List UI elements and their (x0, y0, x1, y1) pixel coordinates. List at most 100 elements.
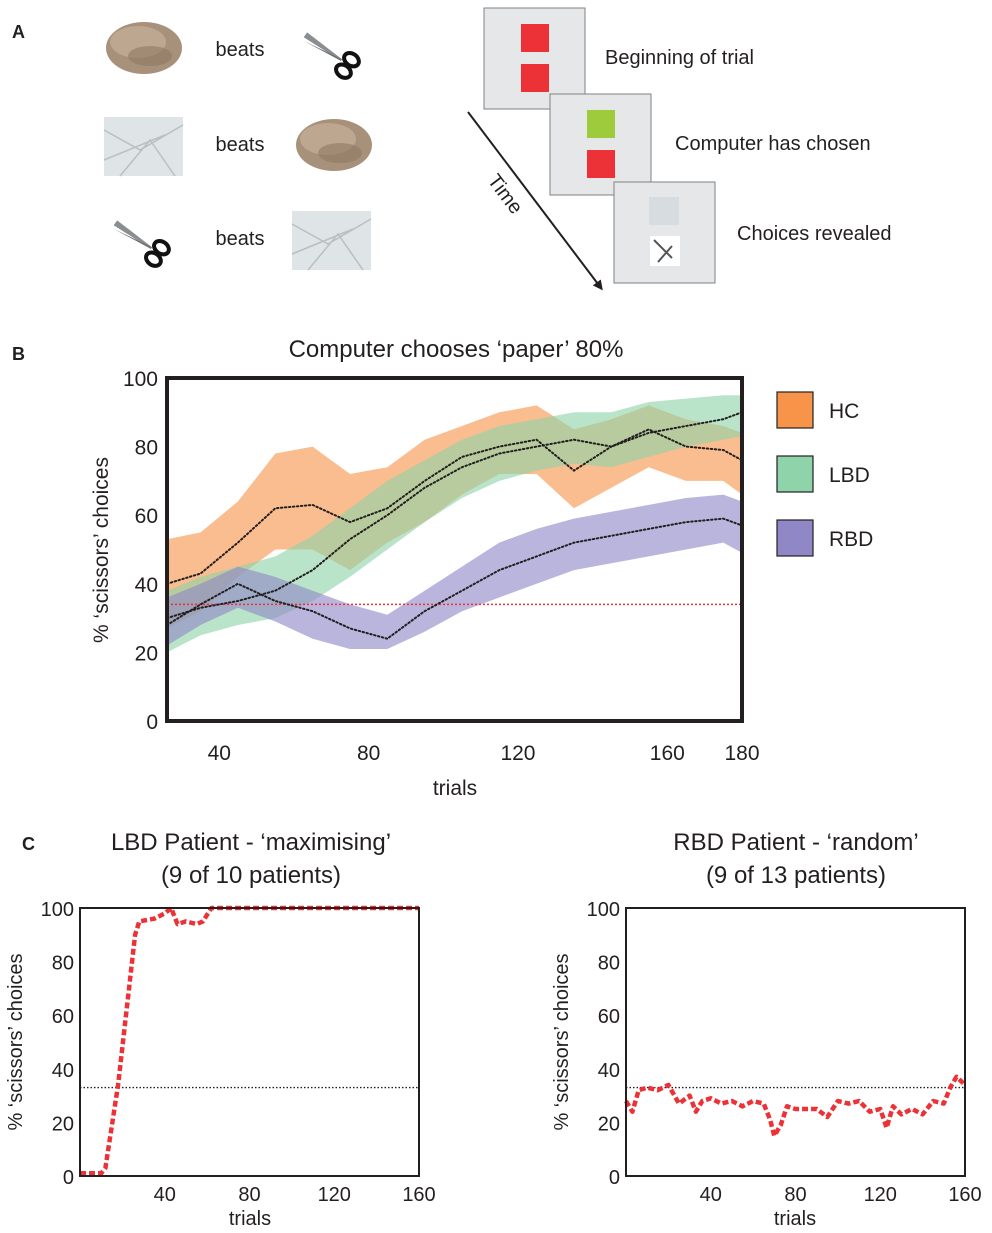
y-axis-label: % ‘scissors’ choices (5, 953, 27, 1130)
legend-swatch-hc (776, 391, 814, 429)
rock-image (296, 119, 372, 171)
y-tick-label: 100 (41, 899, 74, 921)
player-choice-hidden (521, 64, 549, 92)
y-tick-label: 20 (52, 1113, 74, 1135)
y-axis: 0 20 40 60 80 100 (41, 899, 74, 1189)
y-tick-label: 80 (135, 437, 158, 460)
chart-subtitle: (9 of 10 patients) (161, 862, 341, 889)
x-axis-label: trials (229, 1208, 271, 1230)
y-tick-label: 60 (598, 1006, 620, 1028)
paper-image (103, 117, 184, 177)
rule-row-3: beats (113, 211, 372, 271)
legend-swatch-rbd (776, 519, 814, 557)
time-label: Time (483, 170, 527, 218)
plot-frame (165, 376, 744, 723)
computer-choice-hidden (521, 24, 549, 52)
x-tick-label: 120 (318, 1184, 351, 1206)
mean-layer (166, 411, 743, 640)
x-tick-label: 40 (154, 1184, 176, 1206)
y-tick-label: 20 (135, 642, 158, 665)
legend: HC LBD RBD (776, 391, 873, 557)
y-tick-label: 100 (587, 899, 620, 921)
step-label: Computer has chosen (675, 133, 871, 155)
x-axis: 40 80 120 160 (700, 1184, 982, 1206)
x-axis: 40 80 120 160 180 (208, 742, 760, 765)
chart-title: Computer chooses ‘paper’ 80% (289, 336, 624, 363)
rbd-plot-area (624, 1074, 967, 1139)
y-tick-label: 60 (52, 1006, 74, 1028)
x-tick-label: 160 (948, 1184, 981, 1206)
ci-band-lbd (167, 395, 742, 653)
chart-subtitle: (9 of 13 patients) (706, 862, 886, 889)
panel-b: B Computer chooses ‘paper’ 80% 0 20 40 60 80… (12, 336, 873, 800)
y-axis: 0 20 40 60 80 100 (123, 368, 158, 734)
mean-line-hc (166, 428, 743, 585)
panel-c-letter: C (22, 834, 35, 854)
patient-line (80, 905, 419, 1176)
step-label: Beginning of trial (605, 47, 754, 69)
y-tick-label: 40 (135, 574, 158, 597)
x-axis-label: trials (433, 777, 477, 800)
x-tick-label: 40 (208, 742, 231, 765)
y-axis-label: % ‘scissors’ choices (551, 953, 573, 1130)
scissors-icon (113, 220, 171, 268)
x-tick-label: 40 (700, 1184, 722, 1206)
x-tick-label: 160 (402, 1184, 435, 1206)
lbd-plot-area (80, 905, 419, 1176)
panel-a: A beats beats (12, 7, 892, 291)
rule-verb: beats (216, 39, 265, 61)
legend-label-hc: HC (829, 400, 859, 423)
legend-label-rbd: RBD (829, 528, 873, 551)
trial-screen-revealed (613, 181, 716, 284)
rule-row-1: beats (106, 22, 361, 80)
x-tick-label: 120 (864, 1184, 897, 1206)
y-tick-label: 100 (123, 368, 158, 391)
player-choice-hidden (587, 150, 615, 178)
time-arrow (467, 111, 603, 291)
y-tick-label: 0 (609, 1167, 620, 1189)
patient-line (624, 1074, 967, 1139)
rule-verb: beats (216, 228, 265, 250)
rock-image (106, 22, 182, 74)
chart-title: RBD Patient - ‘random’ (673, 829, 918, 856)
y-tick-label: 80 (598, 953, 620, 975)
x-tick-label: 180 (724, 742, 759, 765)
legend-swatch-lbd (776, 455, 814, 493)
plot-frame (625, 907, 966, 1177)
computer-choice-made (587, 110, 615, 138)
y-tick-label: 0 (146, 711, 158, 734)
x-tick-label: 80 (357, 742, 380, 765)
x-tick-label: 80 (238, 1184, 260, 1206)
y-tick-label: 0 (63, 1167, 74, 1189)
x-axis-label: trials (774, 1208, 816, 1230)
y-axis: 0 20 40 60 80 100 (587, 899, 620, 1189)
x-axis: 40 80 120 160 (154, 1184, 436, 1206)
legend-label-lbd: LBD (829, 464, 870, 487)
y-tick-label: 60 (135, 505, 158, 528)
plot-frame (79, 907, 420, 1177)
mean-line-lbd (166, 411, 743, 620)
trial-screen-computer-chosen (549, 93, 652, 196)
panel-b-letter: B (12, 344, 25, 364)
y-tick-label: 40 (52, 1060, 74, 1082)
y-tick-label: 80 (52, 953, 74, 975)
chart-title: LBD Patient - ‘maximising’ (111, 829, 391, 856)
y-tick-label: 20 (598, 1113, 620, 1135)
panel-c: C LBD Patient - ‘maximising’ (9 of 10 pa… (5, 829, 982, 1230)
x-tick-label: 80 (784, 1184, 806, 1206)
paper-image (291, 211, 372, 271)
x-tick-label: 160 (650, 742, 685, 765)
panel-a-letter: A (12, 22, 25, 42)
step-label: Choices revealed (737, 223, 892, 245)
mean-line-rbd (166, 517, 743, 640)
rule-row-2: beats (103, 117, 372, 177)
y-axis-label: % ‘scissors’ choices (90, 457, 113, 643)
trial-screen-begin (483, 7, 586, 110)
scissors-icon (303, 32, 361, 80)
x-tick-label: 120 (500, 742, 535, 765)
band-layer (167, 395, 742, 653)
paper-image-small (649, 197, 679, 225)
rule-verb: beats (216, 134, 265, 156)
y-tick-label: 40 (598, 1060, 620, 1082)
